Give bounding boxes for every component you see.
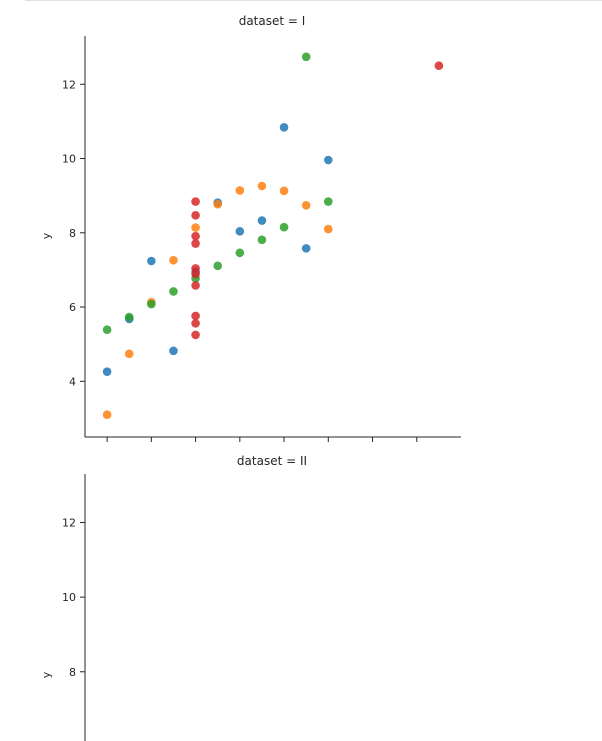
scatter-point	[191, 281, 200, 290]
scatter-point	[147, 299, 156, 309]
scatter-point	[235, 227, 245, 236]
scatter-point	[257, 235, 267, 245]
scatter-point	[301, 201, 311, 210]
scatter-point	[191, 211, 200, 220]
x-ticks	[106, 437, 418, 442]
scatter-point	[191, 319, 200, 328]
scatter-point	[235, 186, 245, 195]
notebook-output-border	[25, 0, 602, 1]
y-tick-label: 4	[69, 375, 76, 388]
scatter-point	[102, 367, 112, 376]
scatter-point	[257, 216, 267, 225]
y-ticks: 8 10 12	[62, 517, 85, 679]
scatter-point	[191, 239, 200, 248]
scatter-point	[257, 181, 267, 191]
scatter-point	[323, 155, 333, 165]
y-tick-label: 8	[69, 666, 76, 679]
y-tick-label: 10	[62, 591, 76, 604]
scatter-plot-area	[102, 52, 444, 420]
scatter-point	[124, 312, 134, 322]
y-ticks: 4 6 8 10 12	[62, 78, 85, 388]
scatter-point	[301, 244, 311, 253]
scatter-point	[213, 199, 223, 209]
y-tick-label: 12	[62, 78, 76, 91]
y-tick-label: 6	[69, 301, 76, 314]
scatter-point	[191, 223, 200, 232]
scatter-point	[301, 52, 311, 62]
scatter-point	[191, 197, 200, 206]
y-axis-label: y	[40, 671, 53, 678]
scatter-point	[102, 410, 112, 420]
scatter-point	[279, 123, 289, 132]
scatter-point	[169, 287, 178, 296]
y-tick-label: 8	[69, 227, 76, 240]
scatter-point	[169, 255, 178, 265]
scatter-point	[323, 224, 333, 234]
scatter-point	[191, 330, 200, 340]
scatter-point	[169, 346, 178, 356]
facet-dataset-I: dataset = I 4 6 8 10 12 y	[40, 14, 461, 442]
scatter-point	[191, 311, 200, 321]
y-tick-label: 12	[62, 517, 76, 530]
scatter-point	[279, 222, 289, 232]
scatter-point	[124, 349, 134, 359]
scatter-point	[279, 186, 289, 196]
facet-title: dataset = II	[237, 454, 307, 468]
scatter-point	[213, 261, 223, 271]
y-axis-label: y	[40, 232, 53, 239]
scatter-point	[102, 325, 112, 334]
scatter-point	[235, 248, 245, 258]
facet-title: dataset = I	[239, 14, 306, 28]
scatter-point	[323, 197, 333, 206]
scatter-point	[434, 61, 444, 71]
scatter-point	[147, 256, 156, 266]
scatter-point	[191, 269, 200, 279]
y-tick-label: 10	[62, 153, 76, 166]
scatter-point	[191, 231, 200, 241]
facet-dataset-II: dataset = II 8 10 12 y	[40, 454, 307, 741]
